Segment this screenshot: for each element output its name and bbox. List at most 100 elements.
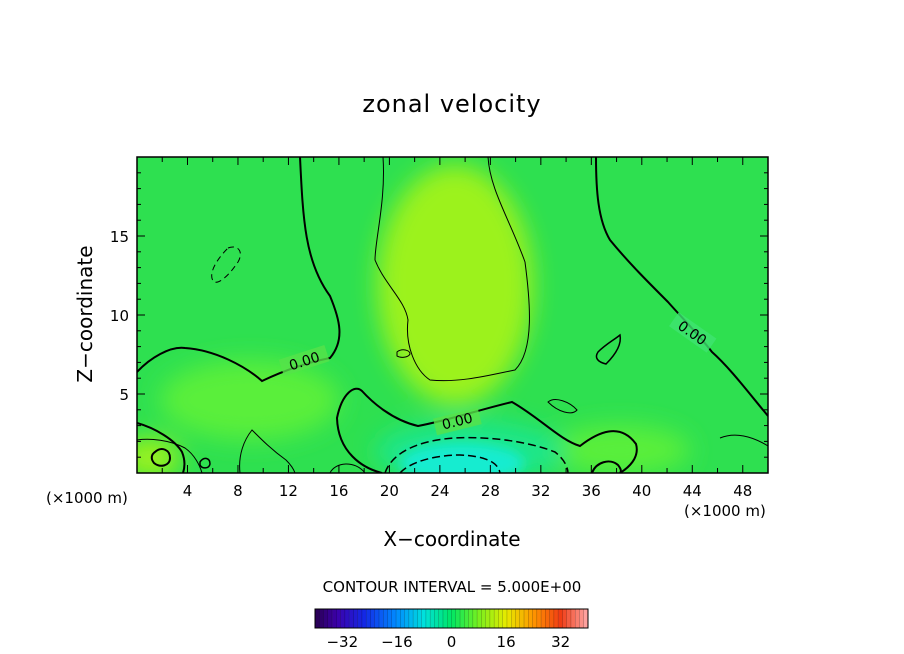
- colorbar-tick-label: 32: [551, 633, 570, 651]
- colorbar-swatch: [506, 609, 512, 628]
- colorbar-swatch: [370, 609, 375, 628]
- colorbar-swatch: [566, 609, 572, 628]
- colorbar-swatch: [558, 609, 563, 628]
- colorbar-swatch: [579, 609, 584, 628]
- colorbar-swatch: [323, 609, 328, 628]
- colorbar-swatch: [413, 609, 418, 628]
- contour-zero-bottom-left: [137, 422, 186, 473]
- colorbar-swatch: [353, 609, 358, 628]
- colorbar-swatch: [472, 609, 478, 628]
- colorbar-swatch: [485, 609, 491, 628]
- x-tick-label: 16: [329, 482, 348, 500]
- colorbar-swatch: [562, 609, 567, 628]
- contour-zero-small-loop-2: [199, 457, 211, 469]
- colorbar-swatch: [340, 609, 346, 628]
- colorbar-swatch: [408, 609, 414, 628]
- field-yellow-corner: [137, 438, 180, 473]
- colorbar-swatch: [366, 609, 371, 628]
- x-tick-label: 8: [233, 482, 243, 500]
- colorbar-swatch: [511, 609, 516, 628]
- contour-zero-right: [595, 157, 768, 417]
- colorbar-swatch: [378, 609, 384, 628]
- colorbar-swatch: [468, 609, 474, 628]
- colorbar-swatch: [575, 609, 580, 628]
- colorbar-swatch: [336, 609, 341, 628]
- colorbar-swatch: [460, 609, 465, 628]
- x-tick-label: 44: [683, 482, 702, 500]
- contour-positive-loop-2: [547, 399, 578, 414]
- contour-positive-loop: [396, 349, 411, 358]
- contour-positive-bottom-mid: [239, 429, 296, 473]
- colorbar-swatch: [332, 609, 337, 628]
- colorbar-swatch: [583, 609, 589, 628]
- colorbar-swatch: [464, 609, 469, 628]
- colorbar-swatch: [498, 609, 503, 628]
- colorbar-swatch: [532, 609, 538, 628]
- colorbar-swatch: [434, 609, 439, 628]
- colorbar-swatch: [519, 609, 525, 628]
- colorbar-swatch: [319, 609, 324, 628]
- colorbar-swatch: [549, 609, 555, 628]
- colorbar-swatch: [570, 609, 576, 628]
- colorbar-swatch: [536, 609, 542, 628]
- x-tick-label: 28: [481, 482, 500, 500]
- field-light-region-bottom: [550, 425, 690, 473]
- colorbar-swatch: [481, 609, 486, 628]
- colorbar-swatch: [391, 609, 397, 628]
- colorbar-swatch: [383, 609, 388, 628]
- y-tick-label: 5: [119, 386, 129, 404]
- colorbar-swatch: [524, 609, 529, 628]
- colorbar-swatch: [357, 609, 363, 628]
- y-tick-label: 10: [110, 307, 129, 325]
- colorbar-swatch: [344, 609, 350, 628]
- x-tick-label: 40: [632, 482, 651, 500]
- x-tick-label: 32: [531, 482, 550, 500]
- colorbar-tick-label: 0: [447, 633, 457, 651]
- x-axis-label: X−coordinate: [383, 527, 520, 551]
- x-tick-label: 36: [582, 482, 601, 500]
- contour-label-center: 0.00: [440, 410, 474, 433]
- colorbar-swatch: [361, 609, 367, 628]
- colorbar-tick-label: 16: [497, 633, 516, 651]
- colorbar-swatch: [421, 609, 427, 628]
- contour-positive-right: [719, 434, 768, 447]
- colorbar-swatch: [545, 609, 550, 628]
- y-axis: 5 10 15: [110, 172, 768, 458]
- x-tick-label: 4: [183, 482, 193, 500]
- colorbar-swatch: [438, 609, 444, 628]
- contour-negative-min: [384, 436, 569, 473]
- x-scale-label-right: (×1000 m): [684, 502, 766, 520]
- colorbar: [314, 608, 589, 629]
- colorbar-swatch: [315, 609, 320, 628]
- x-tick-label: 24: [430, 482, 449, 500]
- colorbar-swatch: [541, 609, 546, 628]
- colorbar-swatch: [425, 609, 431, 628]
- contour-positive-bottom-left: [137, 438, 203, 473]
- colorbar-swatch: [430, 609, 435, 628]
- contour-positive-bottom-mid-2: [329, 463, 366, 473]
- contour-interval: CONTOUR INTERVAL = 5.000E+00: [323, 578, 582, 596]
- colorbar-tick-label: −32: [326, 633, 358, 651]
- colorbar-swatch: [489, 609, 495, 628]
- colorbar-swatch: [528, 609, 533, 628]
- colorbar-frame: [314, 608, 589, 629]
- colorbar-swatch: [400, 609, 405, 628]
- x-tick-label: 20: [380, 482, 399, 500]
- contour-zero-bottom-right: [591, 460, 622, 473]
- colorbar-swatch: [447, 609, 452, 628]
- colorbar-swatch: [502, 609, 508, 628]
- y-axis-label: Z−coordinate: [73, 245, 97, 382]
- y-tick-label: 15: [110, 228, 129, 246]
- colorbar-swatch: [349, 609, 354, 628]
- colorbar-swatch: [515, 609, 520, 628]
- x-tick-label: 48: [733, 482, 752, 500]
- colorbar-swatch: [553, 609, 559, 628]
- colorbar-swatch: [396, 609, 401, 628]
- x-tick-label: 12: [279, 482, 298, 500]
- colorbar-swatch: [417, 609, 422, 628]
- colorbar-swatch: [455, 609, 461, 628]
- colorbar-swatch: [374, 609, 380, 628]
- colorbar-swatch: [387, 609, 392, 628]
- contour-negative-upper-left: [211, 246, 241, 283]
